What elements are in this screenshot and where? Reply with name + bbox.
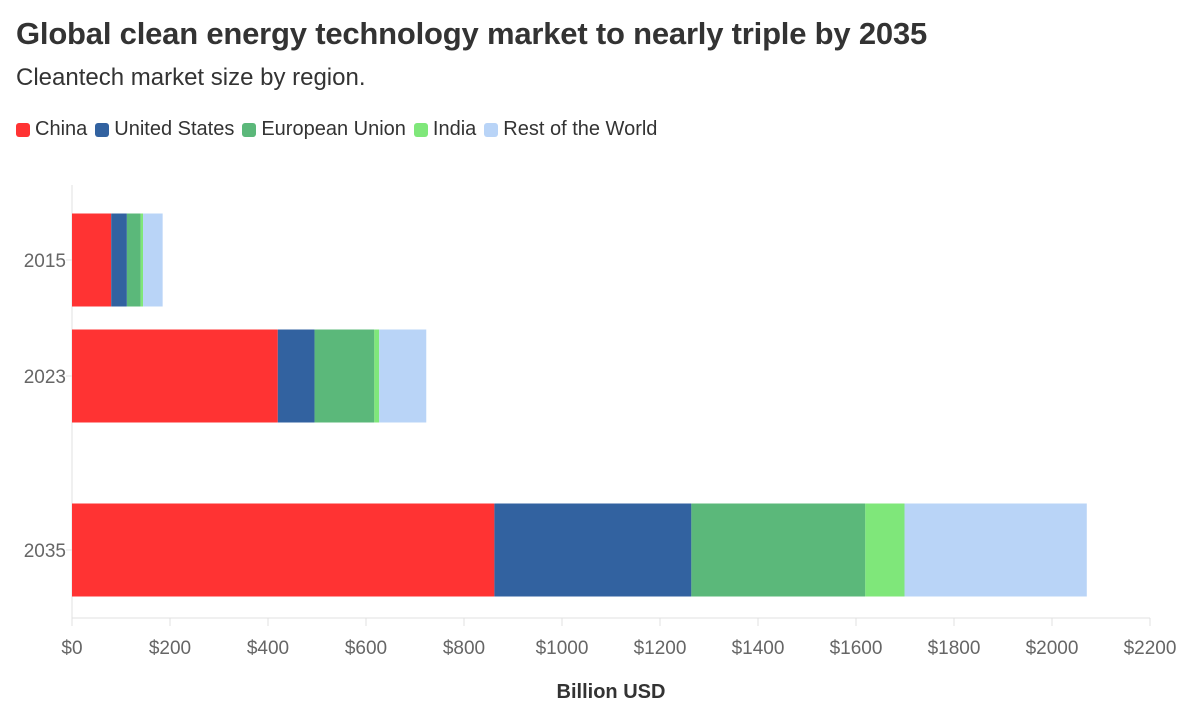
legend-item-china[interactable]: China: [16, 118, 87, 141]
bar-segment-2015-rest-of-the-world[interactable]: [143, 213, 163, 307]
bar-segment-2015-united-states[interactable]: [111, 213, 127, 307]
bar-segment-2015-european-union[interactable]: [126, 213, 141, 307]
bar-segment-2023-india[interactable]: [374, 329, 380, 423]
legend-item-rest-of-the-world[interactable]: Rest of the World: [484, 118, 657, 141]
x-axis-title: Billion USD: [557, 681, 666, 703]
legend-item-european-union[interactable]: European Union: [242, 118, 406, 141]
bar-segment-2015-china[interactable]: [72, 213, 112, 307]
x-tick-label: $800: [443, 638, 485, 659]
x-tick-label: $400: [247, 638, 289, 659]
x-tick-label: $1800: [928, 638, 981, 659]
legend-label-china: China: [35, 118, 88, 140]
legend-item-india[interactable]: India: [413, 118, 477, 141]
x-tick-label: $200: [149, 638, 191, 659]
legend-swatch-united-states: [95, 122, 110, 137]
x-tick-label: $600: [345, 638, 387, 659]
x-tick-label: $2000: [1026, 638, 1079, 659]
bar-segment-2035-european-union[interactable]: [691, 503, 866, 597]
x-tick-label: $1000: [536, 638, 589, 659]
legend-item-united-states[interactable]: United States: [95, 118, 234, 141]
x-tick-label: $1200: [634, 638, 687, 659]
bar-segment-2023-united-states[interactable]: [277, 329, 315, 423]
bar-segment-2035-china[interactable]: [72, 503, 495, 597]
bar-segment-2023-rest-of-the-world[interactable]: [379, 329, 427, 423]
bar-segment-2023-china[interactable]: [72, 329, 278, 423]
chart-subtitle: Cleantech market size by region.: [16, 64, 366, 91]
legend: China United States European Union India…: [16, 118, 665, 141]
bar-segment-2035-india[interactable]: [865, 503, 905, 597]
legend-label-india: India: [432, 118, 477, 140]
x-tick-label: $0: [61, 638, 82, 659]
y-tick-label: 2015: [24, 251, 66, 272]
x-tick-label: $1400: [732, 638, 785, 659]
legend-swatch-india: [413, 122, 428, 137]
bar-segment-2023-european-union[interactable]: [314, 329, 375, 423]
y-tick-label: 2023: [24, 367, 66, 388]
bar-segment-2015-india[interactable]: [140, 213, 144, 307]
y-tick-label: 2035: [24, 541, 66, 562]
bar-segment-2035-united-states[interactable]: [494, 503, 692, 597]
legend-label-european-union: European Union: [261, 118, 406, 140]
chart-title: Global clean energy technology market to…: [16, 16, 928, 51]
legend-label-rest-of-the-world: Rest of the World: [503, 118, 658, 140]
legend-swatch-china: [16, 122, 30, 137]
legend-swatch-european-union: [242, 122, 257, 137]
x-tick-label: $2200: [1124, 638, 1177, 659]
legend-label-united-states: United States: [114, 118, 235, 140]
x-tick-label: $1600: [830, 638, 883, 659]
bar-segment-2035-rest-of-the-world[interactable]: [904, 503, 1087, 597]
legend-swatch-rest-of-the-world: [484, 122, 499, 137]
